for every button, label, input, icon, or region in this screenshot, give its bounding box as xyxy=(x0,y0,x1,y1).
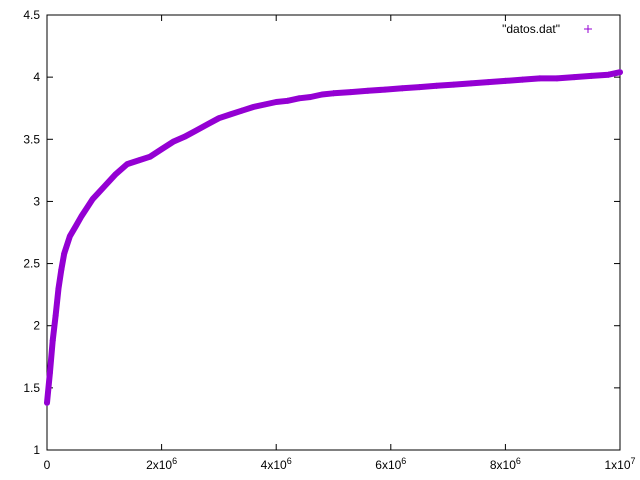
x-tick-label: 0 xyxy=(44,458,51,472)
y-tick-label: 3.5 xyxy=(23,132,40,146)
data-points xyxy=(44,69,623,406)
x-tick-label-base: 4x10 xyxy=(261,458,287,472)
x-tick-label: 8x106 xyxy=(490,456,521,472)
tick-marks xyxy=(46,14,621,451)
x-tick-label-exponent: 6 xyxy=(287,456,292,466)
x-tick-label-base: 6x10 xyxy=(375,458,401,472)
x-tick-label-base: 1x10 xyxy=(604,458,630,472)
legend: "datos.dat" xyxy=(502,22,592,36)
y-tick-label: 2 xyxy=(33,319,40,333)
legend-plus-marker xyxy=(584,25,592,33)
y-tick-label: 4 xyxy=(33,70,40,84)
series-trail xyxy=(44,69,623,406)
x-tick-label-exponent: 6 xyxy=(401,456,406,466)
x-tick-labels: 0 2x106 4x106 6x106 8x106 1x107 xyxy=(44,456,636,472)
x-tick-label: 4x106 xyxy=(261,456,292,472)
x-tick-label: 1x107 xyxy=(604,456,635,472)
x-tick-label-base: 0 xyxy=(44,458,51,472)
x-tick-label-base: 8x10 xyxy=(490,458,516,472)
x-tick-label-exponent: 6 xyxy=(172,456,177,466)
y-tick-labels: 1 1.5 2 2.5 3 3.5 4 4.5 xyxy=(23,8,40,457)
plot-frame xyxy=(46,14,621,451)
y-tick-label: 1 xyxy=(33,443,40,457)
x-tick-label-exponent: 6 xyxy=(516,456,521,466)
y-tick-label: 1.5 xyxy=(23,381,40,395)
legend-label: "datos.dat" xyxy=(502,22,560,36)
y-tick-label: 4.5 xyxy=(23,8,40,22)
x-tick-label-exponent: 7 xyxy=(631,456,636,466)
x-tick-label-base: 2x10 xyxy=(146,458,172,472)
x-tick-label: 6x106 xyxy=(375,456,406,472)
y-tick-label: 2.5 xyxy=(23,257,40,271)
y-tick-label: 3 xyxy=(33,194,40,208)
x-tick-label: 2x106 xyxy=(146,456,177,472)
legend-marker xyxy=(584,25,592,33)
